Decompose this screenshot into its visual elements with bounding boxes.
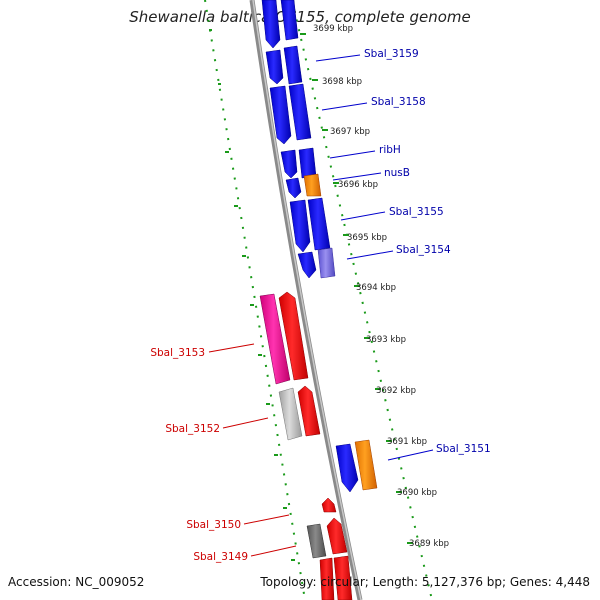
- gene-nusB: [303, 173, 322, 197]
- genome-backbone-highlight: [252, 0, 362, 600]
- gene-sbal-3159a: [265, 49, 284, 85]
- gene-label: Sbal_3149: [193, 551, 248, 563]
- gene-label: Sbal_3159: [364, 48, 419, 60]
- gene-sbal-3151: [354, 439, 378, 491]
- gene-sbal-3148: [333, 555, 353, 600]
- gene-ribH-a: [280, 149, 298, 179]
- gene-label: Sbal_3154: [396, 244, 451, 256]
- ruler-label: 3694 kbp: [356, 283, 396, 293]
- ruler-label: 3699 kbp: [313, 24, 353, 34]
- reverse-genes: [259, 291, 353, 600]
- gene-sbal-3158: [288, 83, 312, 141]
- gene-sbal-3148b: [319, 557, 335, 600]
- ruler-label: 3697 kbp: [330, 127, 370, 137]
- ruler-ticks-outer: [209, 29, 295, 561]
- ruler-label: 3696 kbp: [338, 180, 378, 190]
- genome-backbone: [249, 0, 363, 600]
- gene-sbal-3152a: [278, 387, 303, 441]
- gene-label: Sbal_3158: [371, 96, 426, 108]
- ruler-labels: 3699 kbp 3698 kbp 3697 kbp 3696 kbp 3695…: [313, 24, 449, 549]
- ruler-label: 3692 kbp: [376, 386, 416, 396]
- ruler-ticks-inner: [300, 33, 413, 544]
- gene-label: Sbal_3150: [186, 519, 241, 531]
- gene-label: Sbal_3151: [436, 443, 491, 455]
- gene-sbal-3153: [278, 291, 309, 381]
- gene-sbal-3154a: [297, 251, 317, 279]
- gene-sbal-3150: [321, 497, 337, 513]
- gene-sbal-3155: [307, 197, 331, 251]
- forward-gene-labels: Sbal_3159 Sbal_3158 ribH nusB Sbal_3155 …: [364, 48, 491, 455]
- gene-sbal-3151a: [335, 443, 359, 493]
- ruler-label: 3698 kbp: [322, 77, 362, 87]
- gene-label: ribH: [379, 144, 401, 156]
- forward-genes: [261, 0, 378, 493]
- gene-label: Sbal_3155: [389, 206, 444, 218]
- ruler-label: 3691 kbp: [387, 437, 427, 447]
- gene-sbal-3152: [297, 385, 321, 437]
- gene-sbal-3149a: [306, 523, 327, 559]
- ruler-inner-line: [291, 0, 433, 600]
- gene-sbal-3153a: [259, 293, 291, 385]
- gene-sbal-3160b: [280, 0, 299, 41]
- label-leaders: [208, 54, 434, 557]
- map-title: Shewanella baltica OS155, complete genom…: [129, 8, 471, 26]
- ruler-label: 3689 kbp: [409, 539, 449, 549]
- ruler-label: 3690 kbp: [397, 488, 437, 498]
- gene-sbal-3160: [261, 0, 281, 49]
- gene-sbal-3158a: [269, 85, 292, 145]
- gene-ribH: [298, 147, 317, 179]
- reverse-gene-labels: Sbal_3153 Sbal_3152 Sbal_3150 Sbal_3149: [150, 347, 248, 563]
- gene-label: Sbal_3153: [150, 347, 205, 359]
- ruler-outer-line: [204, 0, 306, 600]
- ruler-label: 3695 kbp: [347, 233, 387, 243]
- gene-sbal-3149: [326, 517, 348, 555]
- ruler-label: 3693 kbp: [366, 335, 406, 345]
- gene-label: nusB: [384, 167, 410, 179]
- topology-text: Topology: circular; Length: 5,127,376 bp…: [260, 575, 590, 589]
- gene-sbal-3155a: [289, 199, 311, 253]
- gene-ribH-b: [285, 177, 302, 199]
- gene-sbal-3159: [283, 45, 303, 85]
- gene-sbal-3154: [317, 247, 336, 279]
- gene-label: Sbal_3152: [165, 423, 220, 435]
- accession-text: Accession: NC_009052: [8, 575, 145, 589]
